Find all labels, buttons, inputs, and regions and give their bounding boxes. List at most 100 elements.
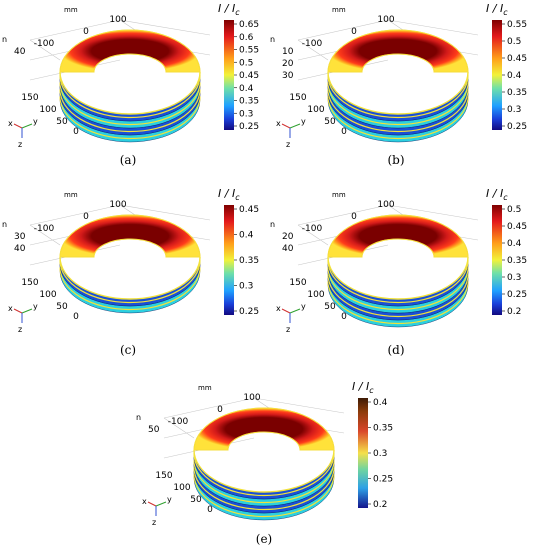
z-tick-label: 30: [282, 71, 294, 81]
y-tick-label: 0: [73, 127, 79, 137]
x-tick-label: 0: [83, 212, 89, 222]
panel-c: mm -100 0 100 30 40 n 150 100 50 0 x y z I / Ic 0.45 0.4…: [0, 185, 268, 335]
z-tick-label: 40: [14, 47, 26, 57]
coil-layer-stripe: [327, 274, 469, 318]
colorbar-tick-label: 0.5: [239, 58, 253, 68]
coil-layer-stripe: [59, 89, 201, 133]
colorbar-tick-label: 0.65: [239, 20, 259, 30]
triad-y-label: y: [301, 302, 306, 311]
y-tick-label: 100: [173, 483, 190, 493]
coil-top-outline: [59, 214, 201, 258]
colorbar-tick-label: 0.55: [507, 20, 527, 30]
axis-triad: x y z: [276, 302, 306, 334]
panel-caption-d: (d): [387, 343, 405, 357]
y-tick-label: 50: [56, 117, 68, 127]
coil-top-face: [327, 214, 469, 258]
colorbar-tick-label: 0.35: [507, 256, 527, 266]
colorbar-tick-label: 0.2: [373, 500, 387, 510]
axis-triad: x y z: [276, 117, 306, 149]
triad-y-label: y: [167, 495, 172, 504]
colorbar-title: I / Ic: [218, 187, 240, 202]
z-axis-fragment: n: [136, 413, 141, 422]
x-tick-label: -100: [302, 39, 323, 49]
colorbar-tick-label: 0.25: [239, 122, 259, 132]
y-tick-label: 150: [289, 278, 306, 288]
axis-unit-label: mm: [64, 6, 78, 14]
colorbar-tick-label: 0.25: [239, 307, 259, 317]
coil-top-edge: [59, 71, 201, 115]
z-axis-fragment: n: [270, 35, 275, 44]
colorbar-title: I / Ic: [486, 187, 508, 202]
colorbar-title-subscript: c: [369, 386, 374, 395]
z-tick-label: 30: [14, 232, 26, 242]
coil-top-edge: [59, 256, 201, 300]
panel-e: mm -100 0 100 50 n 150 100 50 0 x y z I / Ic 0.4 0.35 0.…: [134, 378, 402, 528]
x-tick-label: -100: [302, 224, 323, 234]
triad-y-label: y: [301, 117, 306, 126]
colorbar: [492, 20, 502, 130]
colorbar-tick-label: 0.25: [507, 290, 527, 300]
z-tick-label: 10: [282, 47, 294, 57]
y-tick-label: 100: [39, 290, 56, 300]
x-tick-label: 0: [351, 212, 357, 222]
colorbar-tick-label: 0.6: [239, 33, 254, 43]
panel-caption-b: (b): [387, 153, 405, 167]
colorbar-tick-label: 0.5: [507, 37, 521, 47]
panel-b: mm -100 0 100 10 20 30 n 150 100 50 0 x y z I / Ic 0.55 0…: [268, 0, 536, 150]
coil-top-edge: [327, 71, 469, 115]
axis-triad: x y z: [8, 117, 38, 149]
triad-z-label: z: [286, 140, 290, 149]
coil-layer-stripe: [327, 75, 469, 119]
axis-triad: x y z: [8, 302, 38, 334]
x-tick-label: -100: [34, 224, 55, 234]
x-tick-label: -100: [168, 417, 189, 427]
colorbar-title: I / Ic: [486, 2, 508, 17]
colorbar-tick-label: 0.4: [507, 71, 522, 81]
colorbar-tick-label: 0.45: [239, 205, 259, 215]
y-tick-label: 150: [21, 93, 38, 103]
coil-stack: [327, 29, 469, 143]
coil-layer-stripe: [59, 260, 201, 304]
axis-unit-label: mm: [332, 191, 346, 199]
colorbar-tick-label: 0.3: [373, 449, 387, 459]
x-tick-label: 0: [351, 27, 357, 37]
panel-a: mm -100 0 100 40 n 150 100 50 0 x y z I / Ic 0.65 0.6 0.…: [0, 0, 268, 150]
coil-top-face: [193, 407, 335, 451]
colorbar-tick-label: 0.3: [239, 282, 253, 292]
y-tick-label: 150: [289, 93, 306, 103]
coil-top-face: [59, 214, 201, 258]
coil-stack: [327, 214, 469, 328]
coil-top-edge: [327, 256, 469, 300]
colorbar-tick-label: 0.45: [507, 54, 527, 64]
coil-stack: [193, 407, 335, 521]
y-tick-label: 150: [155, 471, 172, 481]
coil-layer-stripe: [59, 96, 201, 140]
colorbar-tick-label: 0.35: [373, 424, 393, 434]
y-tick-label: 0: [341, 312, 347, 322]
colorbar-tick-label: 0.4: [239, 231, 254, 241]
coil-layer-stripe: [193, 460, 335, 504]
panel-caption-c: (c): [119, 343, 137, 357]
y-tick-label: 50: [190, 495, 202, 505]
colorbar-tick-label: 0.35: [239, 97, 259, 107]
x-tick-label: 100: [243, 393, 260, 403]
y-tick-label: 50: [324, 117, 336, 127]
triad-x-label: x: [276, 119, 281, 128]
x-tick-label: 100: [109, 200, 126, 210]
coil-stack: [59, 214, 201, 314]
colorbar-tick-label: 0.3: [239, 109, 253, 119]
y-tick-label: 50: [324, 302, 336, 312]
coil-top-edge: [193, 449, 335, 493]
coil-top-face: [327, 29, 469, 73]
triad-x-label: x: [276, 304, 281, 313]
colorbar-title-subscript: c: [235, 193, 240, 202]
colorbar-tick-label: 0.3: [507, 273, 521, 283]
colorbar-tick-label: 0.3: [507, 105, 521, 115]
z-tick-label: 40: [282, 244, 294, 254]
triad-z-label: z: [286, 325, 290, 334]
coil-layer-stripe: [59, 82, 201, 126]
